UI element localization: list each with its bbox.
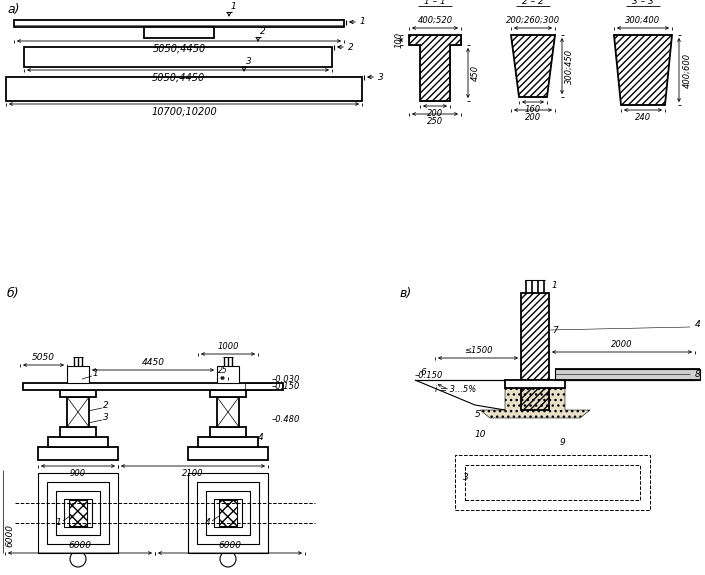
Bar: [188, 447, 268, 460]
Text: 2 – 2: 2 – 2: [522, 0, 544, 6]
Text: 2100: 2100: [183, 469, 204, 478]
Text: а): а): [7, 3, 20, 16]
Text: 4450: 4450: [142, 358, 164, 367]
Text: 1000: 1000: [217, 342, 239, 351]
Bar: [60, 427, 96, 437]
Text: 240: 240: [635, 113, 651, 122]
Text: 400;600: 400;600: [682, 52, 691, 87]
Text: 6000: 6000: [5, 524, 14, 547]
Text: 5050;4450: 5050;4450: [152, 44, 206, 54]
Text: 300;400: 300;400: [625, 16, 661, 25]
Text: –0.150: –0.150: [415, 371, 443, 380]
Bar: [144, 27, 214, 38]
Text: 2: 2: [348, 43, 354, 52]
Text: 6000: 6000: [219, 541, 242, 550]
Polygon shape: [480, 388, 590, 418]
Bar: [47, 482, 109, 544]
Text: 2: 2: [260, 27, 266, 36]
Text: 1: 1: [552, 281, 558, 290]
Text: –0.030: –0.030: [272, 375, 300, 384]
Text: 4: 4: [258, 433, 264, 442]
Bar: [67, 397, 89, 427]
Text: i = 3...5%: i = 3...5%: [435, 385, 477, 394]
Text: 3: 3: [378, 72, 384, 82]
Text: 10: 10: [475, 430, 486, 439]
Text: ≤1500: ≤1500: [464, 346, 492, 355]
Bar: [505, 380, 565, 388]
Text: 10700;10200: 10700;10200: [151, 107, 217, 117]
Bar: [24, 47, 332, 67]
Text: 3 – 3: 3 – 3: [632, 0, 654, 6]
Text: 5: 5: [475, 410, 481, 419]
Text: в): в): [400, 287, 412, 300]
Text: 1 – 1: 1 – 1: [424, 0, 446, 6]
Bar: [69, 500, 87, 526]
Bar: [23, 383, 283, 390]
Text: 4: 4: [205, 518, 211, 527]
Text: 9: 9: [560, 438, 565, 447]
Bar: [14, 20, 344, 27]
Text: 160: 160: [525, 105, 541, 114]
Bar: [38, 447, 118, 460]
Text: 6: 6: [420, 368, 426, 377]
Bar: [214, 499, 242, 527]
Text: 3: 3: [463, 473, 469, 482]
Bar: [210, 427, 246, 437]
Text: 5050: 5050: [32, 353, 55, 362]
Text: 200: 200: [525, 113, 541, 122]
Text: 3: 3: [103, 413, 109, 422]
Text: 1: 1: [56, 518, 62, 527]
Text: –0.150: –0.150: [272, 382, 300, 391]
Bar: [197, 482, 259, 544]
Bar: [219, 500, 237, 526]
Bar: [188, 473, 268, 553]
Text: 1: 1: [231, 2, 237, 11]
Text: 8: 8: [695, 370, 701, 379]
Text: 900: 900: [70, 469, 86, 478]
Text: 1: 1: [93, 369, 99, 378]
Text: 200;260;300: 200;260;300: [506, 16, 560, 25]
Text: 25: 25: [218, 366, 228, 375]
Text: 400;520: 400;520: [417, 16, 453, 25]
Bar: [210, 390, 246, 397]
Bar: [217, 397, 239, 427]
Bar: [217, 366, 239, 383]
Bar: [198, 437, 258, 447]
Text: –0.480: –0.480: [272, 415, 300, 424]
Text: б): б): [7, 287, 20, 300]
Bar: [48, 437, 108, 447]
Bar: [206, 491, 250, 535]
Text: 450: 450: [471, 65, 480, 81]
Bar: [38, 473, 118, 553]
Bar: [465, 465, 640, 500]
Bar: [56, 491, 100, 535]
Text: 4: 4: [695, 320, 701, 329]
Bar: [67, 366, 89, 383]
Text: 100: 100: [395, 32, 404, 48]
Text: 250: 250: [427, 117, 443, 126]
Text: 7: 7: [552, 326, 558, 335]
Text: 1: 1: [360, 17, 366, 26]
Text: 300;450: 300;450: [565, 48, 574, 83]
Bar: [455, 455, 650, 510]
Text: 3: 3: [246, 57, 252, 66]
Text: 5050;4450: 5050;4450: [152, 73, 204, 83]
Text: 6000: 6000: [68, 541, 92, 550]
Bar: [555, 369, 700, 380]
Bar: [60, 390, 96, 397]
Bar: [64, 499, 92, 527]
Text: 2: 2: [103, 401, 109, 410]
Bar: [6, 77, 362, 101]
Text: 2000: 2000: [611, 340, 633, 349]
Text: 200: 200: [427, 109, 443, 118]
